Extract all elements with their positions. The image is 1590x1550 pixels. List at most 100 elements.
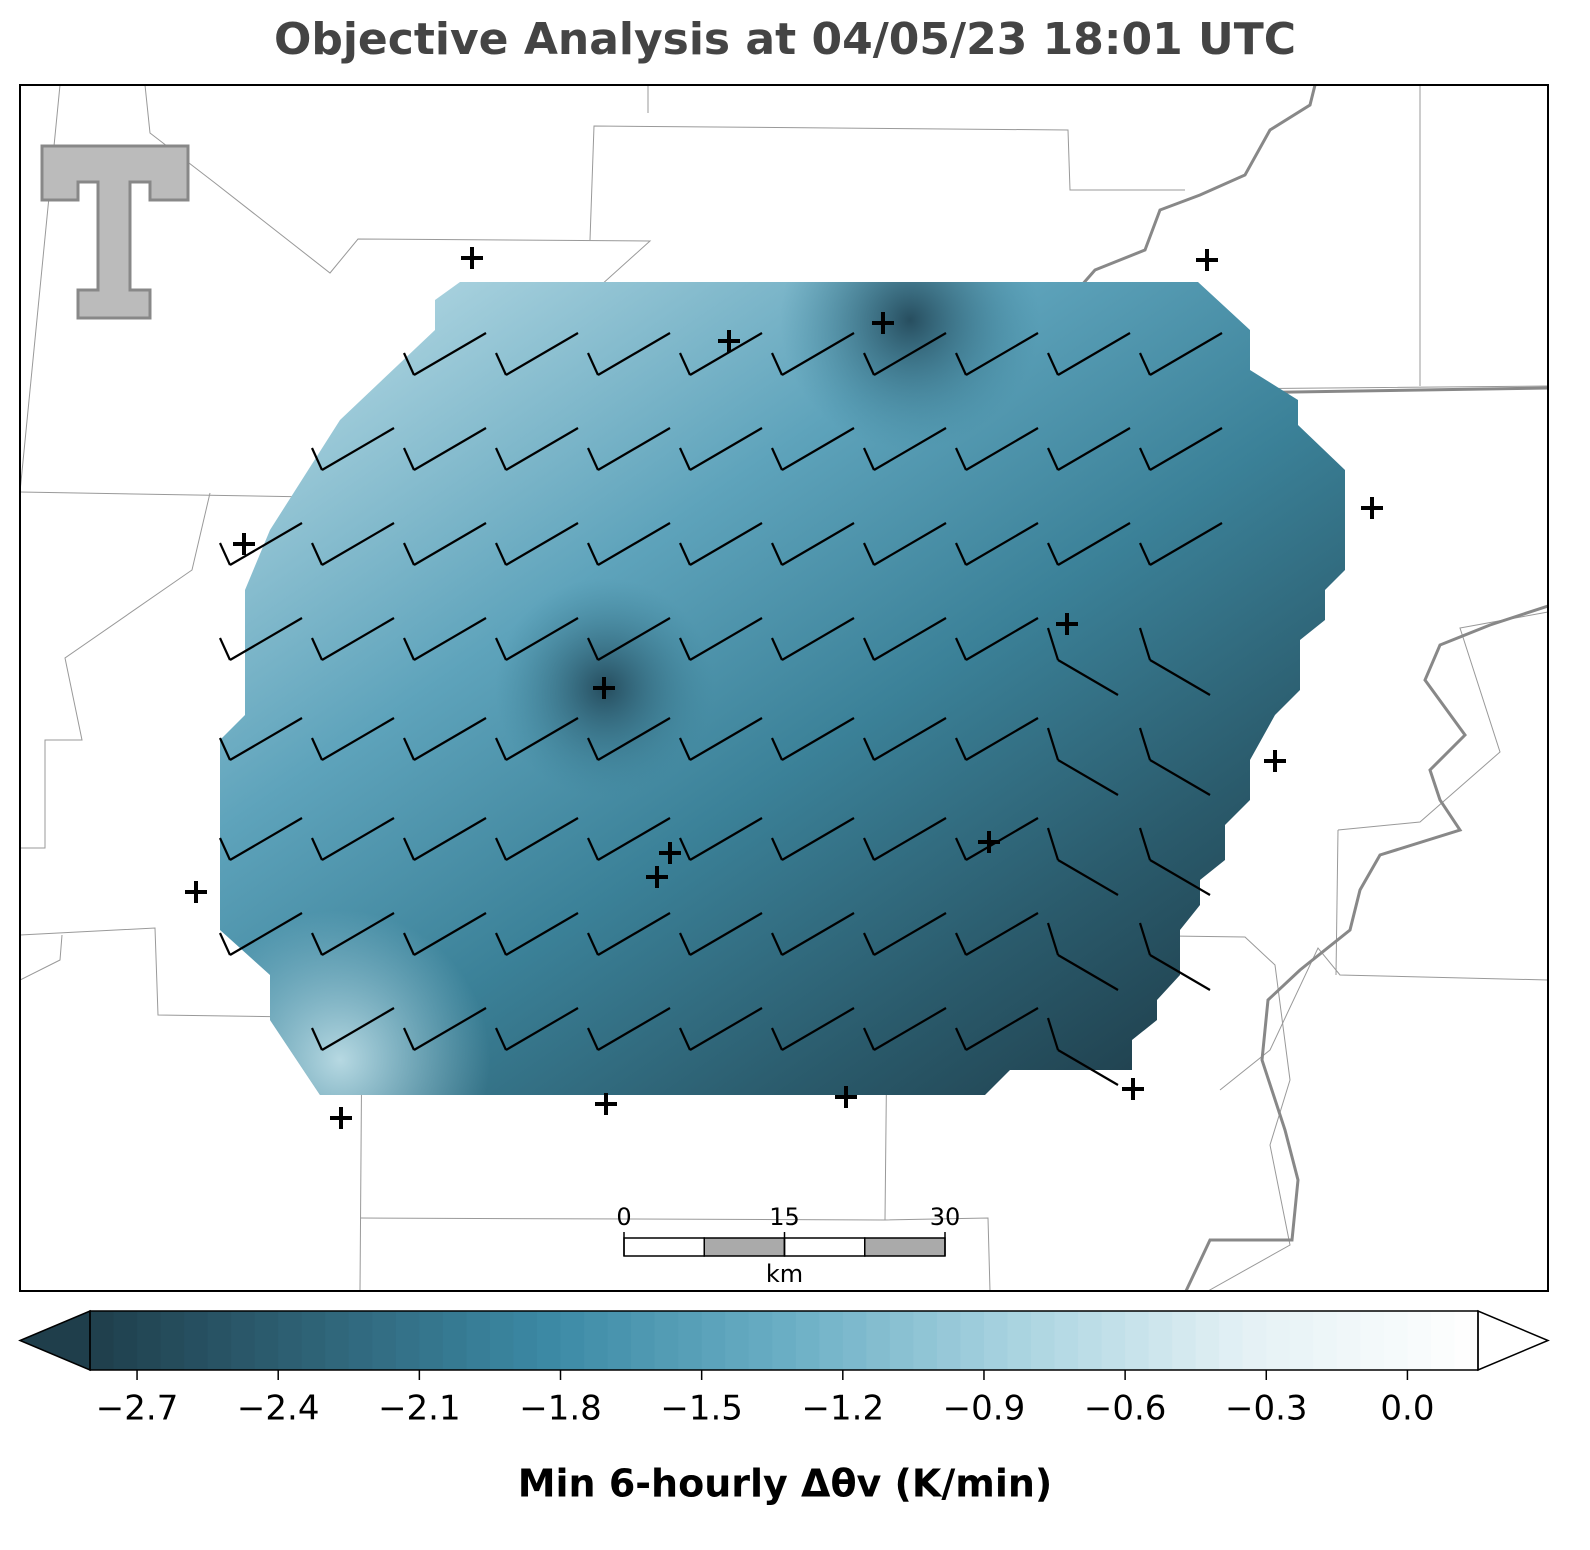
barb-shaft <box>781 717 855 761</box>
stations <box>185 247 1383 1129</box>
barb-shaft <box>413 617 487 661</box>
colorbar-band <box>678 1311 703 1370</box>
barb-shaft <box>1057 659 1119 696</box>
colorbar-band <box>983 1311 1009 1370</box>
barb-flag <box>1138 352 1152 376</box>
colorbar-band <box>795 1311 820 1370</box>
barb-flag <box>862 1027 876 1051</box>
colorbar-band <box>278 1311 303 1370</box>
barb-flag <box>218 837 232 861</box>
barb-flag <box>770 837 784 861</box>
barb-flag <box>310 837 324 861</box>
barb-flag <box>402 542 416 566</box>
colorbar-band <box>1313 1311 1338 1370</box>
barb-shaft <box>505 427 579 471</box>
barb-shaft <box>1149 522 1223 566</box>
colorbar-band <box>137 1311 162 1370</box>
colorbar-band <box>748 1311 773 1370</box>
colorbar-band <box>442 1311 468 1370</box>
scale-label: 15 <box>769 1203 800 1231</box>
colorbar-band <box>301 1311 326 1370</box>
barb-flag <box>770 1027 784 1051</box>
colorbar-band <box>866 1311 891 1370</box>
barb-flag <box>494 932 508 956</box>
barb-shaft <box>689 617 763 661</box>
logo <box>40 144 190 320</box>
barb-shaft <box>413 817 487 861</box>
barb-flag <box>770 447 784 471</box>
barb-flag <box>678 837 692 861</box>
barb-flag <box>494 447 508 471</box>
barb-flag <box>678 352 692 376</box>
barb-shaft <box>689 427 763 471</box>
colorbar-band <box>160 1311 185 1370</box>
barb-flag <box>1046 827 1060 861</box>
colorbar-band <box>254 1311 279 1370</box>
barb-shaft <box>1057 859 1119 896</box>
barb-shaft <box>1057 1049 1119 1086</box>
colorbar-tick-label: −2.1 <box>378 1389 461 1429</box>
barb-flag <box>1046 727 1060 761</box>
barb-flag <box>954 542 968 566</box>
barb-flag <box>402 737 416 761</box>
colorbar-band <box>607 1311 632 1370</box>
barb-shaft <box>781 427 855 471</box>
colorbar-tick-label: −1.5 <box>660 1389 743 1429</box>
barb-flag <box>310 1027 324 1051</box>
barb-flag <box>1046 352 1060 376</box>
barb-flag <box>770 352 784 376</box>
scale-segment <box>783 1237 866 1257</box>
colorbar-band <box>1430 1311 1456 1370</box>
scale-unit: km <box>766 1260 803 1288</box>
colorbar-band <box>960 1311 985 1370</box>
barb-flag <box>494 837 508 861</box>
barb-flag <box>402 637 416 661</box>
colorbar-tick-label: −0.9 <box>943 1389 1026 1429</box>
field-shading <box>220 282 1345 1095</box>
colorbar-band <box>1148 1311 1173 1370</box>
barb-shaft <box>781 617 855 661</box>
barb-shaft <box>413 912 487 956</box>
barb-shaft <box>597 1007 671 1051</box>
colorbar-tick-label: −1.2 <box>802 1389 885 1429</box>
barb-flag <box>862 352 876 376</box>
colorbar-band <box>936 1311 962 1370</box>
colorbar-band <box>1454 1311 1479 1370</box>
barb-flag <box>310 637 324 661</box>
scale-label: 0 <box>616 1203 631 1231</box>
barb-shaft <box>873 1007 947 1051</box>
colorbar-band <box>913 1311 938 1370</box>
barb-shaft <box>873 332 947 376</box>
barb-flag <box>678 932 692 956</box>
barb-flag <box>310 542 324 566</box>
title: Objective Analysis at 04/05/23 18:01 UTC <box>274 14 1296 65</box>
colorbar-band <box>348 1311 373 1370</box>
colorbar-extend-low <box>18 1309 91 1372</box>
barb-shaft <box>1057 427 1131 471</box>
barb-shaft <box>1057 954 1119 991</box>
barb-flag <box>862 542 876 566</box>
barb-shaft <box>321 617 395 661</box>
barb-flag <box>494 637 508 661</box>
colorbar-tick-label: −0.6 <box>1084 1389 1167 1429</box>
barb-shaft <box>689 912 763 956</box>
barb-shaft <box>505 817 579 861</box>
barb-shaft <box>965 817 1039 861</box>
barb-shaft <box>689 332 763 376</box>
barb-flag <box>218 542 232 566</box>
scale-label: 30 <box>930 1203 961 1231</box>
barb-flag <box>862 447 876 471</box>
barb-flag <box>494 352 508 376</box>
barb-shaft <box>321 522 395 566</box>
barb-shaft <box>873 427 947 471</box>
barb-flag <box>1046 627 1060 661</box>
barb-flag <box>402 352 416 376</box>
barb-shaft <box>873 717 947 761</box>
barb-shaft <box>689 817 763 861</box>
barb-shaft <box>321 912 395 956</box>
barb-flag <box>954 837 968 861</box>
barb-flag <box>1046 542 1060 566</box>
colorbar-band <box>1407 1311 1432 1370</box>
barb-shaft <box>505 617 579 661</box>
barb-flag <box>678 542 692 566</box>
